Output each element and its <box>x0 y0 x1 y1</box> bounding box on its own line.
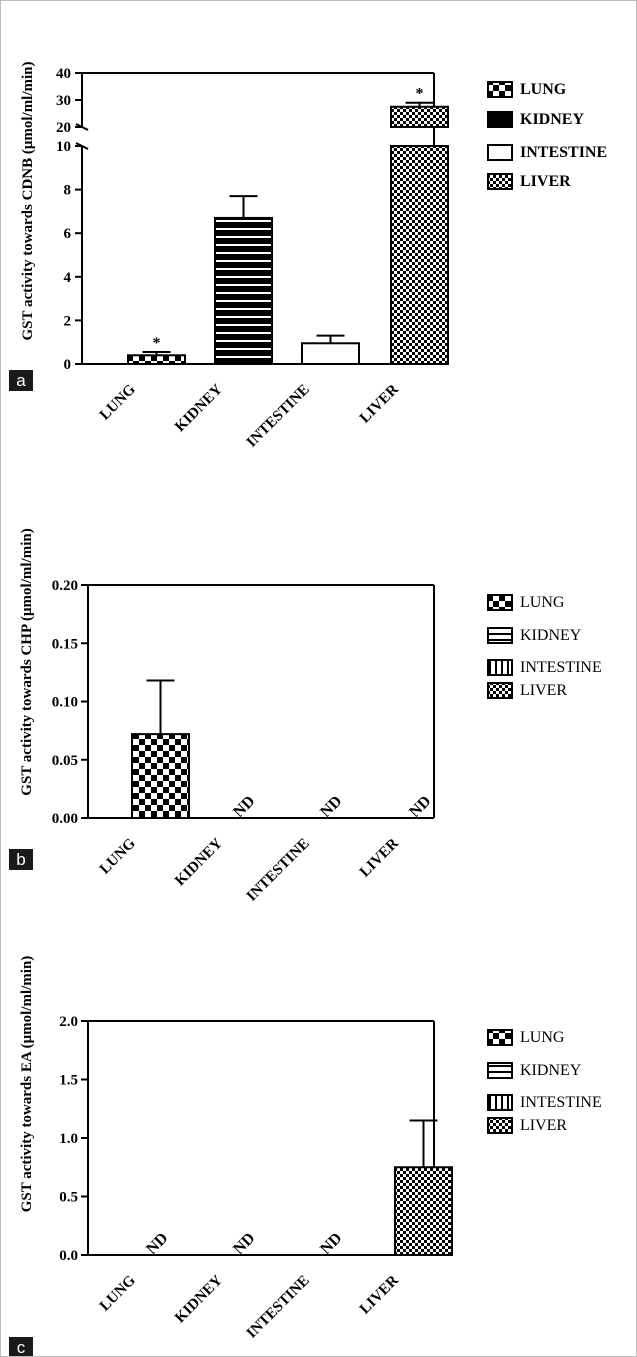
y-tick-label-0.15: 0.15 <box>52 636 78 652</box>
legend-swatch-intestine <box>487 659 513 676</box>
y-tick-label-6: 6 <box>64 226 72 242</box>
x-tick-label-liver: LIVER <box>357 1272 402 1317</box>
y-tick-label-0.5: 0.5 <box>59 1190 78 1206</box>
y-tick-label-40: 40 <box>56 66 71 82</box>
x-tick-label-kidney: KIDNEY <box>172 1272 226 1326</box>
legend-swatch-liver <box>487 173 513 190</box>
legend-label-liver: LIVER <box>520 682 567 699</box>
bar-lung <box>131 733 190 819</box>
not-detected-label-intestine: ND <box>317 1230 345 1258</box>
legend-swatch-kidney <box>487 627 513 644</box>
panel-label-c-box <box>9 1337 33 1356</box>
x-tick-label-lung: LUNG <box>97 1272 139 1314</box>
legend-swatch-kidney <box>487 1062 513 1079</box>
y-tick-label-0: 0 <box>64 357 72 373</box>
not-detected-label-liver: ND <box>406 793 434 821</box>
legend-label-kidney: KIDNEY <box>520 627 582 644</box>
x-tick-label-liver: LIVER <box>357 835 402 880</box>
y-tick-label-0.0: 0.0 <box>59 1248 78 1264</box>
y-tick-label-0.20: 0.20 <box>52 578 78 594</box>
y-tick-label-0.10: 0.10 <box>52 695 78 711</box>
legend-swatch-intestine <box>487 144 513 161</box>
legend-label-kidney: KIDNEY <box>520 111 584 128</box>
y-axis-title: GST activity towards EA (μmol/ml/min) <box>19 956 35 1213</box>
x-tick-label-liver: LIVER <box>357 381 402 426</box>
y-tick-label-1.5: 1.5 <box>59 1073 78 1089</box>
x-tick-label-intestine: INTESTINE <box>244 1273 313 1342</box>
legend-label-intestine: INTESTINE <box>520 659 602 676</box>
y-tick-label-0.00: 0.00 <box>52 811 78 827</box>
panel-label-c: c <box>17 1338 26 1356</box>
panel-label-a: a <box>16 371 26 390</box>
y-tick-label-2.0: 2.0 <box>59 1014 78 1030</box>
legend-swatch-lung <box>487 594 513 611</box>
x-tick-label-intestine: INTESTINE <box>244 382 313 451</box>
panel-label-b-box <box>9 849 33 870</box>
y-tick-label-20: 20 <box>56 120 71 136</box>
not-detected-label-intestine: ND <box>317 793 345 821</box>
y-axis-title: GST activity towards CDNB (μmol/ml/min) <box>20 61 36 340</box>
not-detected-label-kidney: ND <box>230 793 258 821</box>
x-tick-label-intestine: INTESTINE <box>244 836 313 905</box>
legend-label-lung: LUNG <box>520 1029 565 1046</box>
bar-kidney <box>214 216 273 365</box>
bar-liver-upper <box>390 105 449 128</box>
x-tick-label-kidney: KIDNEY <box>172 835 226 889</box>
legend-label-liver: LIVER <box>520 173 571 190</box>
legend-swatch-lung <box>487 81 513 98</box>
not-detected-label-kidney: ND <box>230 1230 258 1258</box>
legend-swatch-intestine <box>487 1094 513 1111</box>
y-tick-label-2: 2 <box>64 313 72 329</box>
bar-liver-lower <box>390 145 449 365</box>
legend-label-kidney: KIDNEY <box>520 1062 582 1079</box>
legend-swatch-liver <box>487 1117 513 1134</box>
x-tick-label-kidney: KIDNEY <box>172 381 226 435</box>
legend-label-liver: LIVER <box>520 1117 567 1134</box>
y-tick-label-4: 4 <box>64 270 72 286</box>
y-tick-label-30: 30 <box>56 93 71 109</box>
legend-label-intestine: INTESTINE <box>520 144 607 161</box>
x-tick-label-lung: LUNG <box>97 381 139 423</box>
significance-mark-liver: * <box>416 86 424 103</box>
legend-swatch-lung <box>487 1029 513 1046</box>
legend-swatch-kidney <box>487 111 513 128</box>
legend-label-lung: LUNG <box>520 594 565 611</box>
y-tick-label-8: 8 <box>64 183 72 199</box>
significance-mark-lung: * <box>153 335 161 352</box>
legend-label-intestine: INTESTINE <box>520 1094 602 1111</box>
y-tick-label-0.05: 0.05 <box>52 753 78 769</box>
legend-swatch-liver <box>487 682 513 699</box>
bar-lung <box>127 354 186 365</box>
not-detected-label-lung: ND <box>143 1230 171 1258</box>
x-tick-label-lung: LUNG <box>97 835 139 877</box>
panel-label-a-box <box>9 370 33 391</box>
bar-intestine <box>301 342 360 366</box>
y-tick-label-1.0: 1.0 <box>59 1131 78 1147</box>
y-axis-title: GST activity towards CHP (μmol/ml/min) <box>19 528 35 795</box>
panel-label-b: b <box>16 850 25 869</box>
y-tick-label-10: 10 <box>56 139 71 155</box>
bar-liver <box>394 1166 453 1256</box>
legend-label-lung: LUNG <box>520 81 567 98</box>
